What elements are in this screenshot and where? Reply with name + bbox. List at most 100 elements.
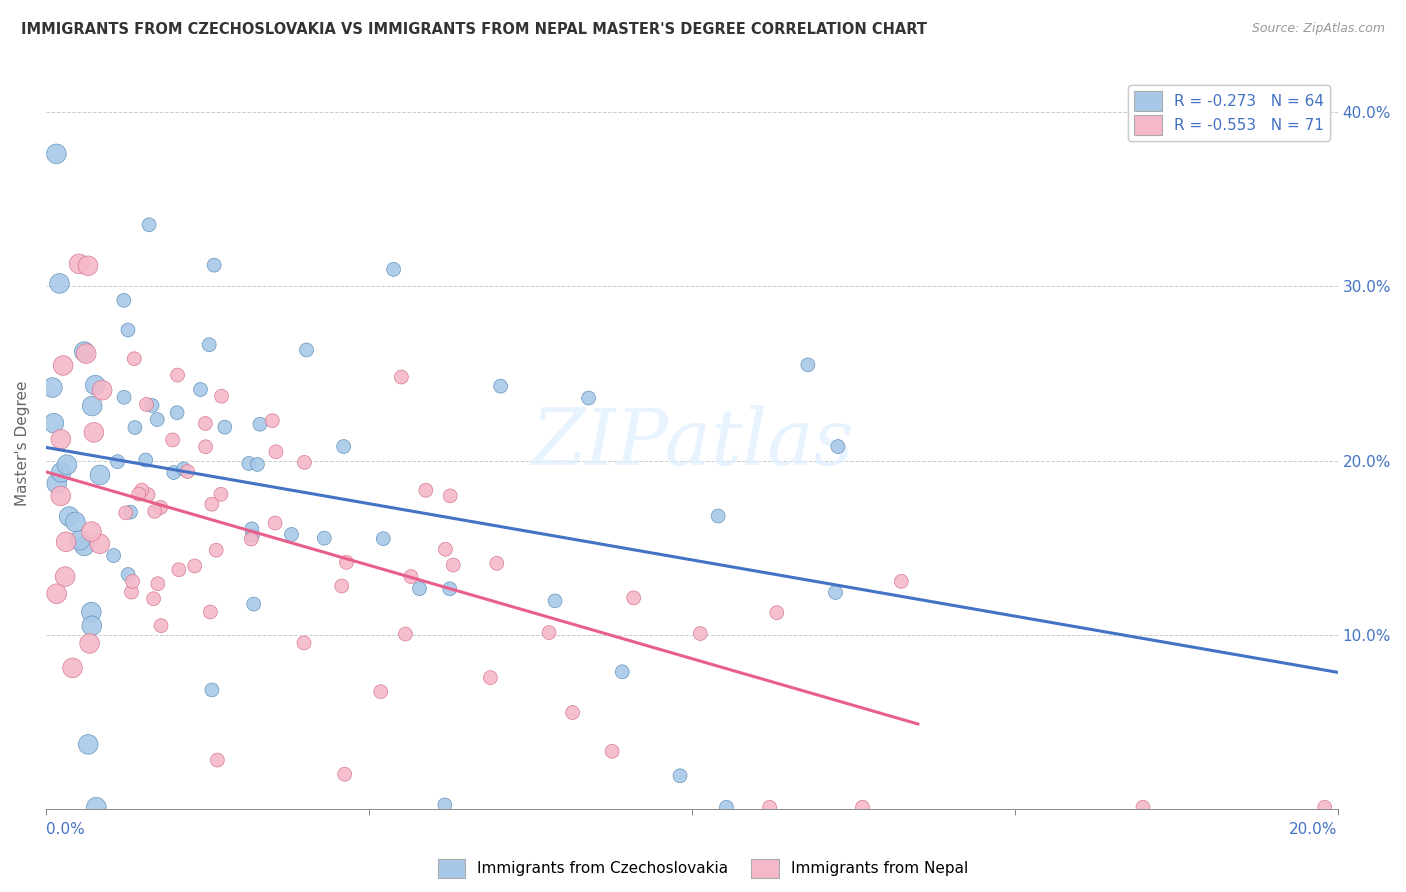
Point xyxy=(69,533,91,548)
Point xyxy=(121,574,143,589)
Point xyxy=(128,487,150,501)
Point xyxy=(242,597,264,611)
Y-axis label: Master's Degree: Master's Degree xyxy=(15,381,30,506)
Point xyxy=(433,797,456,812)
Point xyxy=(689,626,711,640)
Point xyxy=(538,625,561,640)
Point xyxy=(117,567,139,582)
Point xyxy=(45,587,67,601)
Point xyxy=(200,605,222,619)
Point xyxy=(370,684,392,698)
Point xyxy=(138,218,160,232)
Point xyxy=(45,476,67,491)
Point xyxy=(198,337,221,351)
Point xyxy=(758,800,780,814)
Point xyxy=(408,582,430,596)
Legend: R = -0.273   N = 64, R = -0.553   N = 71: R = -0.273 N = 64, R = -0.553 N = 71 xyxy=(1128,85,1330,141)
Point xyxy=(716,800,738,814)
Point xyxy=(479,671,502,685)
Point xyxy=(80,605,103,619)
Point xyxy=(578,391,600,405)
Point xyxy=(141,399,163,413)
Point xyxy=(163,466,186,480)
Point xyxy=(67,257,90,271)
Point xyxy=(56,458,79,472)
Point xyxy=(103,549,125,563)
Point xyxy=(136,488,159,502)
Point xyxy=(114,506,136,520)
Point xyxy=(80,524,103,539)
Point xyxy=(124,420,146,434)
Point xyxy=(58,509,80,524)
Point xyxy=(209,487,232,501)
Point xyxy=(77,737,100,751)
Point xyxy=(131,483,153,497)
Text: ZIPatlas: ZIPatlas xyxy=(530,405,853,482)
Point xyxy=(146,412,169,426)
Point xyxy=(890,574,912,589)
Point xyxy=(194,417,217,431)
Point xyxy=(49,489,72,503)
Point xyxy=(52,359,75,373)
Point xyxy=(45,146,67,161)
Point xyxy=(394,627,416,641)
Point xyxy=(389,370,412,384)
Point xyxy=(415,483,437,498)
Point xyxy=(240,522,263,536)
Point xyxy=(120,505,142,519)
Point xyxy=(62,661,84,675)
Point xyxy=(201,682,224,697)
Point xyxy=(249,417,271,432)
Point xyxy=(544,594,567,608)
Point xyxy=(1132,800,1154,814)
Point xyxy=(112,293,135,308)
Point xyxy=(295,343,318,357)
Point xyxy=(765,606,787,620)
Point xyxy=(143,504,166,518)
Point xyxy=(797,358,820,372)
Point xyxy=(55,534,77,549)
Point xyxy=(434,542,457,557)
Point xyxy=(77,259,100,273)
Point xyxy=(86,800,108,814)
Point xyxy=(51,466,73,480)
Point xyxy=(439,489,461,503)
Point xyxy=(65,515,87,529)
Point xyxy=(264,444,287,458)
Point xyxy=(79,636,101,650)
Point xyxy=(489,379,512,393)
Point xyxy=(149,500,172,515)
Point xyxy=(207,753,229,767)
Point xyxy=(146,576,169,591)
Legend: Immigrants from Czechoslovakia, Immigrants from Nepal: Immigrants from Czechoslovakia, Immigran… xyxy=(432,853,974,884)
Point xyxy=(1313,800,1336,814)
Point xyxy=(80,618,103,632)
Point xyxy=(240,532,263,546)
Point xyxy=(264,516,287,530)
Point xyxy=(211,389,233,403)
Point xyxy=(330,579,353,593)
Point xyxy=(333,767,356,781)
Text: IMMIGRANTS FROM CZECHOSLOVAKIA VS IMMIGRANTS FROM NEPAL MASTER'S DEGREE CORRELAT: IMMIGRANTS FROM CZECHOSLOVAKIA VS IMMIGR… xyxy=(21,22,927,37)
Point xyxy=(202,258,225,272)
Point xyxy=(280,527,302,541)
Point xyxy=(485,557,508,571)
Text: 20.0%: 20.0% xyxy=(1289,822,1337,838)
Point xyxy=(851,800,873,814)
Point xyxy=(49,432,72,446)
Point xyxy=(669,769,692,783)
Point xyxy=(600,744,623,758)
Point xyxy=(176,465,198,479)
Point xyxy=(332,440,354,454)
Point xyxy=(83,425,105,440)
Point xyxy=(173,462,195,476)
Point xyxy=(166,406,188,420)
Point xyxy=(194,440,217,454)
Point xyxy=(91,383,114,397)
Point xyxy=(166,368,188,382)
Point xyxy=(707,508,730,523)
Point xyxy=(439,582,461,596)
Point xyxy=(53,569,76,583)
Point xyxy=(135,453,157,467)
Point xyxy=(205,543,228,558)
